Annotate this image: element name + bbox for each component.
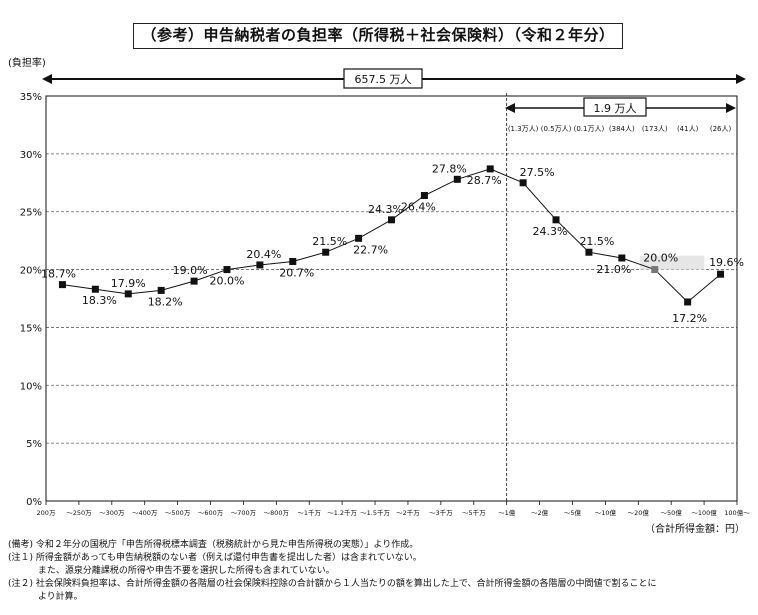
data-point: [717, 270, 725, 278]
x-tick-label: ～1.5千万: [360, 508, 390, 517]
x-tick-label: ～50億: [661, 508, 683, 517]
x-tick-label: ～400万: [132, 509, 158, 517]
x-tick-label: ～100億: [691, 508, 717, 517]
data-label: 28.7%: [467, 174, 502, 187]
x-tick-label: ～10億: [595, 508, 617, 517]
x-tick-label: 100億～: [724, 508, 750, 517]
data-point: [651, 266, 659, 274]
y-tick-label: 30%: [20, 150, 42, 161]
data-label: 27.8%: [432, 162, 467, 175]
data-point: [256, 261, 264, 269]
high-income-count-label: 1.9 万人: [594, 102, 637, 115]
sub-count-label: (173人): [642, 125, 668, 133]
data-label: 19.6%: [709, 256, 744, 269]
data-label: 18.3%: [82, 294, 117, 307]
data-point: [618, 254, 626, 262]
data-label: 18.2%: [148, 295, 183, 308]
data-label: 27.5%: [520, 166, 555, 179]
data-point: [223, 266, 231, 274]
x-tick-label: ～2億: [531, 508, 549, 517]
x-tick-label: ～800万: [264, 509, 290, 517]
data-label: 20.0%: [209, 275, 244, 288]
y-tick-label: 25%: [20, 208, 42, 219]
x-tick-label: ～5千万: [462, 508, 486, 517]
data-label: 18.7%: [41, 268, 76, 281]
x-tick-label: ～20億: [628, 508, 650, 517]
series-line: [62, 168, 721, 303]
y-unit-label: (負担率): [8, 56, 46, 69]
note-1-cont: また、源泉分離課税の所得や申告不要を選択した所得も含まれていない。: [8, 566, 335, 576]
data-label: 24.3%: [368, 203, 403, 216]
data-point: [388, 216, 395, 224]
x-tick-label: ～1億: [498, 508, 516, 517]
sub-count-label: (0.5万人): [541, 125, 572, 133]
sub-count-label: (1.3万人): [508, 125, 539, 133]
data-label: 17.2%: [672, 312, 707, 325]
x-tick-label: ～500万: [165, 509, 191, 517]
data-point: [684, 298, 692, 306]
data-label: 17.9%: [111, 277, 146, 290]
data-point: [190, 277, 198, 285]
data-label: 20.0%: [643, 252, 678, 265]
data-label: 21.5%: [312, 235, 347, 248]
note-source: (備考) 令和２年分の国税庁「申告所得税標本調査（税務統計から見た申告所得税の実…: [8, 540, 419, 550]
data-point: [157, 286, 165, 294]
data-point: [124, 290, 132, 298]
data-label: 24.3%: [533, 225, 568, 238]
burden-rate-chart: (負担率) 657.5 万人 1.9 万人 (1.3万人) (0.5万人) (0.1…: [8, 56, 750, 535]
x-tick-label: ～2千万: [396, 508, 420, 517]
high-income-range-arrow: 1.9 万人: [505, 97, 736, 117]
x-tick-label: ～250万: [66, 509, 92, 517]
data-point: [322, 248, 330, 256]
x-tick-label: ～600万: [198, 509, 224, 517]
y-tick-label: 35%: [20, 92, 42, 103]
x-tick-label: ～700万: [231, 509, 257, 517]
data-point: [453, 175, 461, 183]
notes: (備考) 令和２年分の国税庁「申告所得税標本調査（税務統計から見た申告所得税の実…: [8, 539, 756, 604]
data-label: 26.4%: [401, 201, 436, 214]
data-point: [289, 257, 297, 265]
data-point: [519, 179, 527, 187]
x-tick-label: ～1千万: [297, 508, 321, 517]
x-tick-label: ～300万: [99, 509, 125, 517]
x-tick-label: ～1.2千万: [327, 508, 357, 517]
total-range-arrow: 657.5 万人: [42, 68, 746, 89]
sub-count-label: (384人): [609, 125, 635, 133]
y-tick-label: 10%: [20, 381, 42, 392]
plot-frame: [45, 95, 738, 502]
data-label: 19.0%: [173, 264, 208, 277]
sub-count-label: (26人): [710, 125, 732, 133]
data-point: [486, 165, 494, 173]
data-point: [58, 281, 66, 289]
data-label: 21.5%: [579, 235, 614, 248]
y-tick-label: 5%: [26, 439, 42, 450]
chart-title: （参考）申告納税者の負担率（所得税＋社会保険料）（令和２年分）: [133, 23, 623, 49]
sub-count-label: (0.1万人): [574, 125, 605, 133]
x-tick-label: ～5億: [564, 508, 582, 517]
y-tick-label: 20%: [20, 266, 42, 277]
note-2-cont: より計算。: [8, 592, 83, 602]
x-tick-label: ～3千万: [429, 508, 453, 517]
data-label: 21.0%: [596, 263, 631, 276]
data-point: [355, 234, 363, 242]
data-point: [585, 248, 593, 256]
note-2: (注２) 社会保険料負担率は、合計所得金額の各階層の社会保険料控除の合計額から１…: [8, 579, 657, 589]
data-point: [552, 216, 560, 224]
y-tick-label: 15%: [20, 323, 42, 334]
data-label: 20.7%: [279, 266, 314, 279]
y-tick-label: 0%: [26, 497, 42, 508]
data-point: [91, 285, 99, 293]
x-unit-label: （合計所得金額：円）: [645, 522, 745, 535]
sub-count-label: (41人): [677, 125, 699, 133]
total-count-label: 657.5 万人: [355, 73, 412, 86]
data-label: 22.7%: [353, 243, 388, 256]
data-point: [420, 192, 428, 200]
data-label: 20.4%: [246, 248, 281, 261]
note-1: (注１) 所得金額があっても申告納税額のない者（例えば還付申告書を提出した者）は…: [8, 553, 422, 563]
x-tick-label: 200万: [37, 509, 56, 517]
